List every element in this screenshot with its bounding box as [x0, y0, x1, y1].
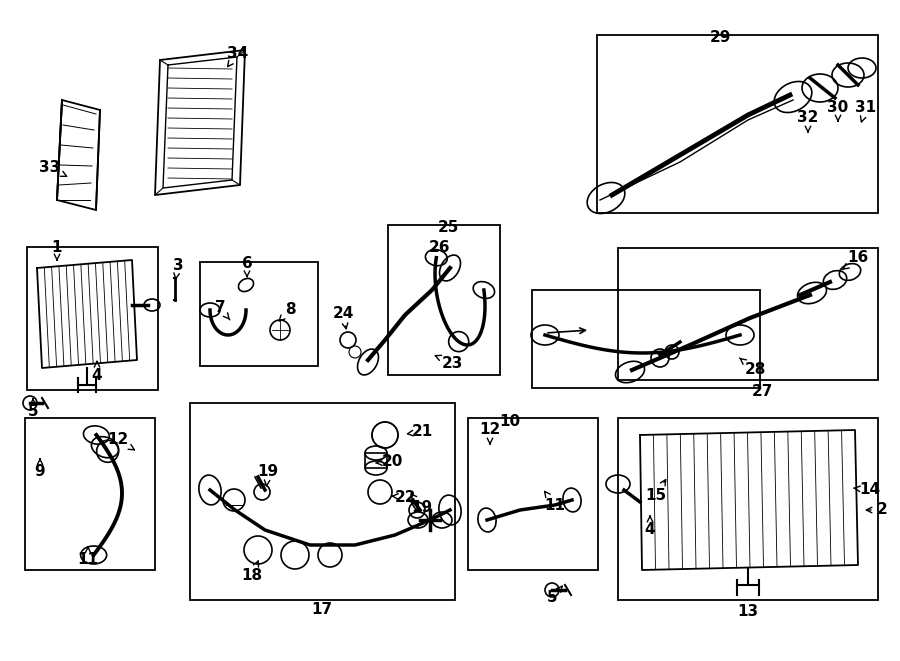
- Text: 16: 16: [842, 251, 868, 270]
- Text: 7: 7: [215, 301, 230, 320]
- Text: 22: 22: [392, 490, 417, 504]
- Bar: [618, 248, 878, 380]
- Text: 12: 12: [107, 432, 134, 450]
- Text: 10: 10: [500, 414, 520, 430]
- Text: 26: 26: [429, 241, 451, 256]
- Text: 34: 34: [228, 46, 248, 67]
- Text: 12: 12: [480, 422, 500, 444]
- Text: 13: 13: [737, 605, 759, 619]
- Text: 25: 25: [437, 221, 459, 235]
- Text: 33: 33: [40, 161, 67, 176]
- Bar: [190, 403, 455, 600]
- Text: 17: 17: [311, 602, 333, 617]
- Text: 4: 4: [644, 516, 655, 537]
- Bar: [365, 453, 387, 468]
- Text: 23: 23: [436, 356, 463, 371]
- Polygon shape: [640, 430, 858, 570]
- Text: 18: 18: [241, 561, 263, 582]
- Text: 30: 30: [827, 100, 849, 121]
- Text: 21: 21: [408, 424, 433, 440]
- Bar: [468, 418, 598, 570]
- Bar: [27, 247, 158, 390]
- Text: 9: 9: [35, 459, 45, 479]
- Text: 29: 29: [709, 30, 731, 44]
- Bar: [618, 418, 878, 600]
- Text: 4: 4: [92, 362, 103, 383]
- Text: 2: 2: [867, 502, 887, 518]
- Text: 6: 6: [241, 256, 252, 277]
- Text: 5: 5: [28, 399, 39, 420]
- Text: 32: 32: [797, 110, 819, 132]
- Text: 14: 14: [854, 483, 880, 498]
- Bar: [597, 35, 878, 213]
- Text: 20: 20: [375, 455, 402, 469]
- Text: 11: 11: [544, 491, 565, 512]
- Text: 19: 19: [257, 465, 279, 486]
- Text: 5: 5: [546, 586, 562, 605]
- Text: 1: 1: [52, 239, 62, 260]
- Text: 24: 24: [332, 305, 354, 329]
- Text: 28: 28: [740, 358, 766, 377]
- Text: 8: 8: [279, 303, 295, 321]
- Bar: [25, 418, 155, 570]
- Text: 11: 11: [77, 547, 98, 568]
- Bar: [388, 225, 500, 375]
- Polygon shape: [37, 260, 137, 368]
- Bar: [200, 262, 318, 366]
- Text: 3: 3: [173, 258, 184, 279]
- Text: 31: 31: [855, 100, 877, 122]
- Text: 19: 19: [411, 494, 433, 514]
- Bar: [532, 290, 760, 388]
- Text: 27: 27: [752, 385, 773, 399]
- Text: 15: 15: [645, 480, 667, 502]
